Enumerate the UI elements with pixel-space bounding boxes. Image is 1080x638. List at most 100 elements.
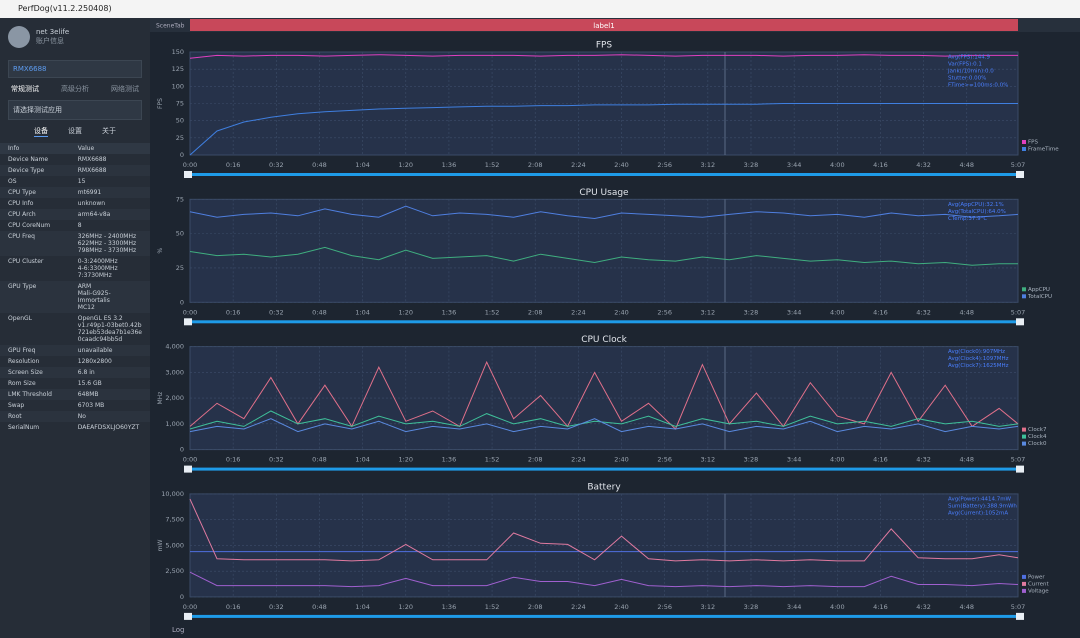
y-tick-label: 75 <box>176 100 184 108</box>
chart-title: CPU Usage <box>579 188 629 198</box>
stat-text: Var(FPS):0.1 <box>948 62 982 68</box>
info-value: unknown <box>77 200 106 207</box>
mode-tabs: 常规测试 高级分析 网络测试 <box>0 84 150 94</box>
label-text: label1 <box>593 22 614 30</box>
info-row: CPU Type mt6991 <box>0 187 150 198</box>
y-tick-label: 2,500 <box>165 567 184 575</box>
legend-swatch <box>1022 434 1026 439</box>
x-tick-label: 3:28 <box>744 308 759 316</box>
x-tick-label: 0:00 <box>183 308 198 316</box>
window-title: PerfDog(v11.2.250408) <box>18 4 112 13</box>
mode-tab[interactable]: 高级分析 <box>61 85 89 93</box>
slider-handle <box>184 318 192 326</box>
x-tick-label: 4:00 <box>830 603 845 611</box>
slider-handle <box>1016 465 1024 473</box>
x-tick-label: 3:28 <box>744 603 759 611</box>
info-key: OpenGL <box>8 315 33 322</box>
legend-label: TotalCPU <box>1027 294 1052 300</box>
x-tick-label: 2:40 <box>614 161 629 169</box>
x-tick-label: 4:00 <box>830 308 845 316</box>
stat-text: CTemp:37.9°C <box>948 216 987 222</box>
info-value: 326MHz - 2400MHz 622MHz - 3300MHz 798MHz… <box>77 233 137 254</box>
x-tick-label: 1:52 <box>485 308 500 316</box>
stat-text: Stutter:0.00% <box>948 76 986 82</box>
y-tick-label: 125 <box>172 65 184 73</box>
x-tick-label: 2:08 <box>528 456 543 464</box>
y-tick-label: 25 <box>176 134 184 142</box>
slider-handle <box>1016 171 1024 178</box>
mode-tab[interactable]: 网络测试 <box>111 85 139 93</box>
x-tick-label: 4:16 <box>873 603 888 611</box>
info-key: GPU Type <box>8 283 37 290</box>
y-axis-label: FPS <box>157 98 164 109</box>
stat-text: Avg(AppCPU):32.1% <box>948 202 1004 208</box>
series-line <box>189 360 1019 430</box>
legend-swatch <box>1022 294 1026 299</box>
chart-title: Battery <box>587 482 621 492</box>
x-tick-label: 5:07 <box>1011 308 1026 316</box>
device-select[interactable]: RMX6688 <box>8 60 142 78</box>
x-tick-label: 5:07 <box>1011 161 1026 169</box>
info-value: 8 <box>77 222 82 229</box>
series-line <box>189 410 1019 430</box>
time-slider <box>186 467 1022 471</box>
legend-label: Clock7 <box>1028 427 1047 433</box>
y-tick-label: 0 <box>180 593 184 601</box>
x-tick-label: 3:28 <box>744 161 759 169</box>
mode-tab[interactable]: 常规测试 <box>11 85 39 93</box>
stat-text: Avg(Clock0):907MHz <box>948 349 1005 355</box>
y-tick-label: 100 <box>172 82 184 90</box>
x-tick-label: 2:08 <box>528 603 543 611</box>
info-value: 648MB <box>77 391 99 398</box>
x-tick-label: 1:04 <box>355 456 370 464</box>
x-tick-label: 0:00 <box>183 603 198 611</box>
x-tick-label: 4:00 <box>830 161 845 169</box>
stat-text: Avg(TotalCPU):64.0% <box>948 209 1006 215</box>
x-tick-label: 1:04 <box>355 161 370 169</box>
app-select[interactable]: 请选择测试应用 <box>8 100 142 120</box>
info-row: CPU Cluster 0-3:2400MHz 4-6:3300MHz 7:373… <box>0 256 150 281</box>
info-value: RMX6688 <box>77 167 107 174</box>
x-tick-label: 0:32 <box>269 456 284 464</box>
info-row: Resolution 1280x2800 <box>0 356 150 367</box>
x-tick-label: 0:32 <box>269 161 284 169</box>
legend-swatch <box>1022 441 1026 446</box>
x-tick-label: 2:40 <box>614 456 629 464</box>
info-key: CPU Type <box>8 189 36 196</box>
stat-text: Avg(Power):4414.7mW <box>948 496 1012 502</box>
x-tick-label: 4:00 <box>830 456 845 464</box>
account-link[interactable]: 账户信息 <box>36 37 64 45</box>
x-tick-label: 3:44 <box>787 161 802 169</box>
stat-text: Avg(FPS):144.9 <box>948 55 991 61</box>
info-row: Rom Size 15.6 GB <box>0 378 150 389</box>
sidebar-tab[interactable]: 设备 <box>34 127 48 137</box>
x-tick-label: 0:48 <box>312 161 327 169</box>
x-tick-label: 5:07 <box>1011 603 1026 611</box>
y-tick-label: 0 <box>180 446 184 454</box>
scene-tab[interactable]: SceneTab <box>156 23 185 30</box>
info-value: 15.6 GB <box>77 380 102 387</box>
info-value: mt6991 <box>77 189 102 196</box>
slider-handle <box>1016 612 1024 620</box>
x-tick-label: 1:36 <box>442 161 457 169</box>
x-tick-label: 0:32 <box>269 308 284 316</box>
legend-label: Power <box>1028 574 1045 580</box>
series-line <box>189 103 1018 156</box>
info-row: Swap 6703 MB <box>0 400 150 411</box>
x-tick-label: 3:44 <box>787 308 802 316</box>
x-tick-label: 4:48 <box>959 161 974 169</box>
y-axis-label: % <box>157 248 164 254</box>
x-tick-label: 0:48 <box>312 603 327 611</box>
info-key: SerialNum <box>8 424 40 431</box>
sidebar-tab[interactable]: 设置 <box>68 127 82 135</box>
series-line <box>189 498 1019 562</box>
series-line <box>189 246 1018 266</box>
chart-title: CPU Clock <box>581 335 627 345</box>
info-row: Device Name RMX6688 <box>0 154 150 165</box>
user-name: net 3elife <box>36 28 70 36</box>
series-line <box>189 205 1019 220</box>
slider-handle <box>184 612 192 620</box>
log-tab[interactable]: Log <box>172 626 185 634</box>
sidebar-tab[interactable]: 关于 <box>102 127 116 135</box>
